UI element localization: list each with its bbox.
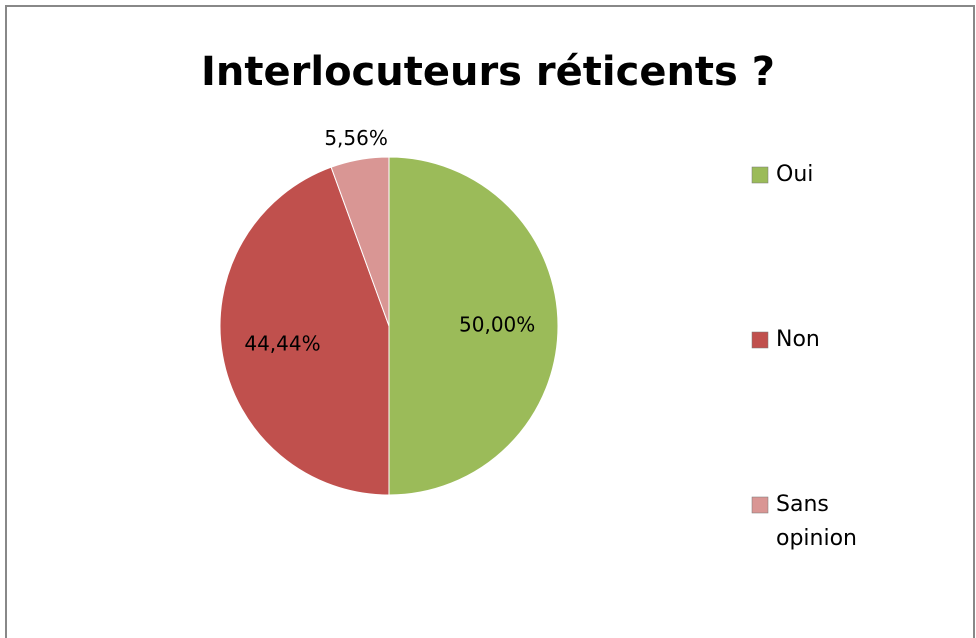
legend-swatch bbox=[751, 331, 769, 349]
legend-label: Oui bbox=[776, 162, 814, 187]
pie-slice bbox=[330, 156, 390, 327]
data-label: 50,00% bbox=[459, 313, 535, 337]
legend-swatch bbox=[751, 496, 769, 514]
legend-label: Non bbox=[776, 327, 820, 352]
legend-label: Sans opinion bbox=[776, 492, 857, 551]
pie-slice bbox=[388, 156, 559, 496]
chart-title: Interlocuteurs réticents ? bbox=[201, 49, 775, 95]
legend-swatch bbox=[751, 166, 769, 184]
data-label: 5,56% bbox=[324, 126, 388, 150]
pie-slice bbox=[219, 166, 390, 496]
data-label: 44,44% bbox=[244, 331, 320, 355]
